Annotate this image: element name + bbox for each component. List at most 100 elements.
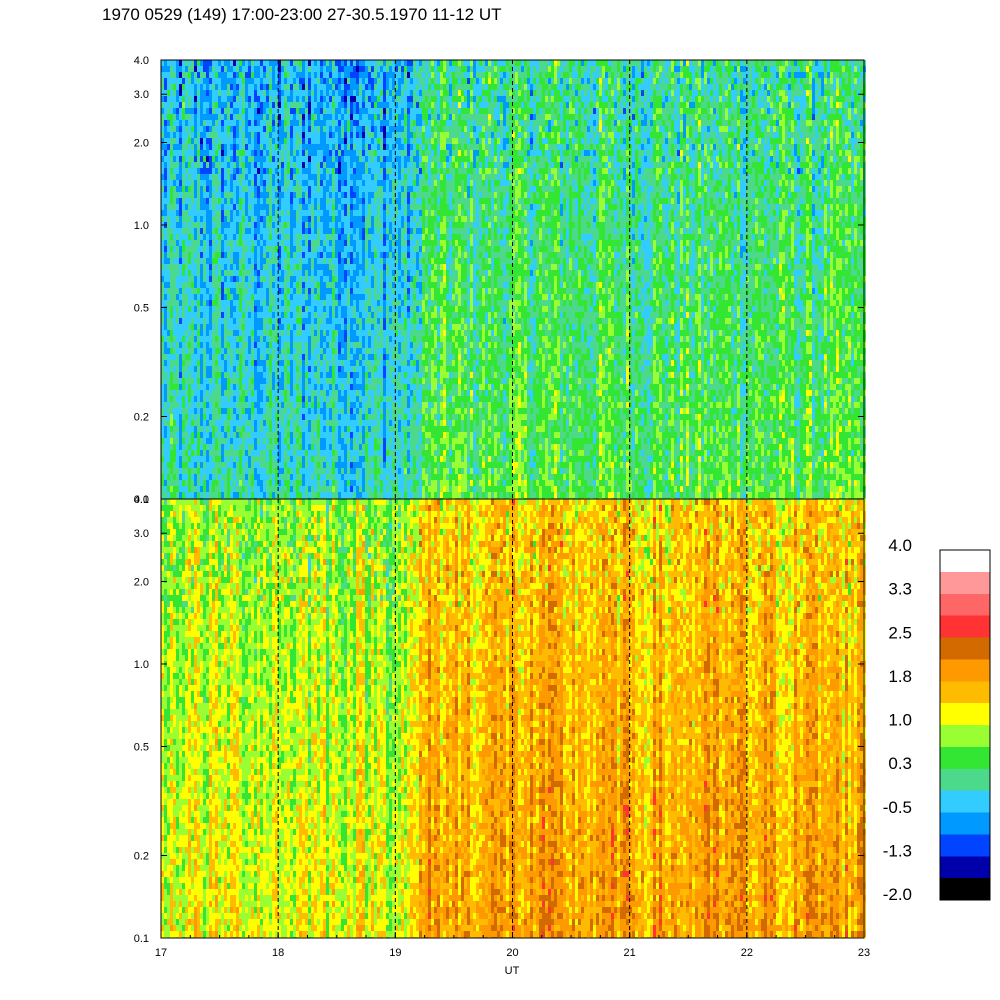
heatmap-cell (275, 264, 278, 270)
heatmap-cell (203, 192, 206, 198)
heatmap-cell (257, 456, 260, 462)
heatmap-cell (272, 108, 275, 114)
heatmap-cell (341, 126, 344, 132)
heatmap-cell (224, 294, 227, 300)
heatmap-cell (218, 216, 221, 222)
heatmap-cell (245, 336, 248, 342)
heatmap-cell (278, 264, 281, 270)
heatmap-cell (299, 342, 302, 348)
heatmap-cell (239, 270, 242, 276)
heatmap-cell (188, 468, 191, 474)
heatmap-cell (320, 384, 323, 390)
heatmap-cell (272, 240, 275, 246)
heatmap-cell (344, 456, 347, 462)
heatmap-cell (221, 480, 224, 486)
heatmap-cell (350, 378, 353, 384)
heatmap-cell (347, 174, 350, 180)
heatmap-cell (299, 468, 302, 474)
heatmap-cell (239, 222, 242, 228)
heatmap-cell (173, 420, 176, 426)
heatmap-cell (161, 330, 164, 336)
heatmap-cell (299, 252, 302, 258)
heatmap-cell (359, 204, 362, 210)
heatmap-cell (314, 174, 317, 180)
heatmap-cell (323, 384, 326, 390)
heatmap-cell (200, 174, 203, 180)
heatmap-cell (185, 150, 188, 156)
heatmap-cell (170, 300, 173, 306)
heatmap-cell (215, 480, 218, 486)
heatmap-cell (305, 204, 308, 210)
heatmap-cell (266, 294, 269, 300)
heatmap-cell (329, 354, 332, 360)
heatmap-cell (161, 324, 164, 330)
heatmap-cell (218, 270, 221, 276)
heatmap-cell (203, 78, 206, 84)
heatmap-cell (302, 468, 305, 474)
heatmap-cell (203, 114, 206, 120)
heatmap-cell (323, 156, 326, 162)
heatmap-cell (287, 342, 290, 348)
heatmap-cell (167, 270, 170, 276)
heatmap-cell (218, 474, 221, 480)
heatmap-cell (317, 66, 320, 72)
heatmap-cell (170, 312, 173, 318)
heatmap-cell (302, 444, 305, 450)
heatmap-cell (203, 294, 206, 300)
heatmap-cell (326, 90, 329, 96)
heatmap-cell (221, 132, 224, 138)
heatmap-cell (248, 66, 251, 72)
heatmap-cell (275, 318, 278, 324)
heatmap-cell (260, 84, 263, 90)
heatmap-cell (182, 414, 185, 420)
heatmap-cell (305, 192, 308, 198)
heatmap-cell (272, 132, 275, 138)
heatmap-cell (305, 354, 308, 360)
heatmap-cell (308, 192, 311, 198)
heatmap-cell (227, 480, 230, 486)
heatmap-cell (263, 330, 266, 336)
heatmap-cell (335, 414, 338, 420)
heatmap-cell (269, 390, 272, 396)
heatmap-cell (314, 330, 317, 336)
heatmap-cell (353, 114, 356, 120)
heatmap-cell (215, 66, 218, 72)
heatmap-cell (224, 66, 227, 72)
heatmap-cell (227, 204, 230, 210)
heatmap-cell (323, 324, 326, 330)
heatmap-cell (350, 120, 353, 126)
heatmap-cell (185, 372, 188, 378)
heatmap-cell (206, 144, 209, 150)
heatmap-cell (326, 348, 329, 354)
heatmap-cell (194, 288, 197, 294)
heatmap-cell (332, 372, 335, 378)
heatmap-cell (212, 288, 215, 294)
heatmap-cell (362, 258, 365, 264)
heatmap-cell (200, 384, 203, 390)
heatmap-cell (239, 426, 242, 432)
heatmap-cell (347, 216, 350, 222)
heatmap-cell (335, 306, 338, 312)
heatmap-cell (347, 150, 350, 156)
heatmap-cell (305, 444, 308, 450)
heatmap-cell (335, 360, 338, 366)
heatmap-cell (230, 486, 233, 492)
heatmap-cell (215, 438, 218, 444)
heatmap-cell (254, 144, 257, 150)
heatmap-cell (200, 288, 203, 294)
heatmap-cell (248, 468, 251, 474)
heatmap-cell (254, 138, 257, 144)
heatmap-cell (299, 432, 302, 438)
heatmap-cell (293, 444, 296, 450)
heatmap-cell (287, 156, 290, 162)
heatmap-cell (353, 258, 356, 264)
heatmap-cell (293, 186, 296, 192)
heatmap-cell (224, 180, 227, 186)
heatmap-cell (236, 276, 239, 282)
heatmap-cell (200, 318, 203, 324)
heatmap-cell (251, 144, 254, 150)
heatmap-cell (326, 486, 329, 492)
heatmap-cell (290, 486, 293, 492)
heatmap-cell (326, 324, 329, 330)
heatmap-cell (296, 306, 299, 312)
